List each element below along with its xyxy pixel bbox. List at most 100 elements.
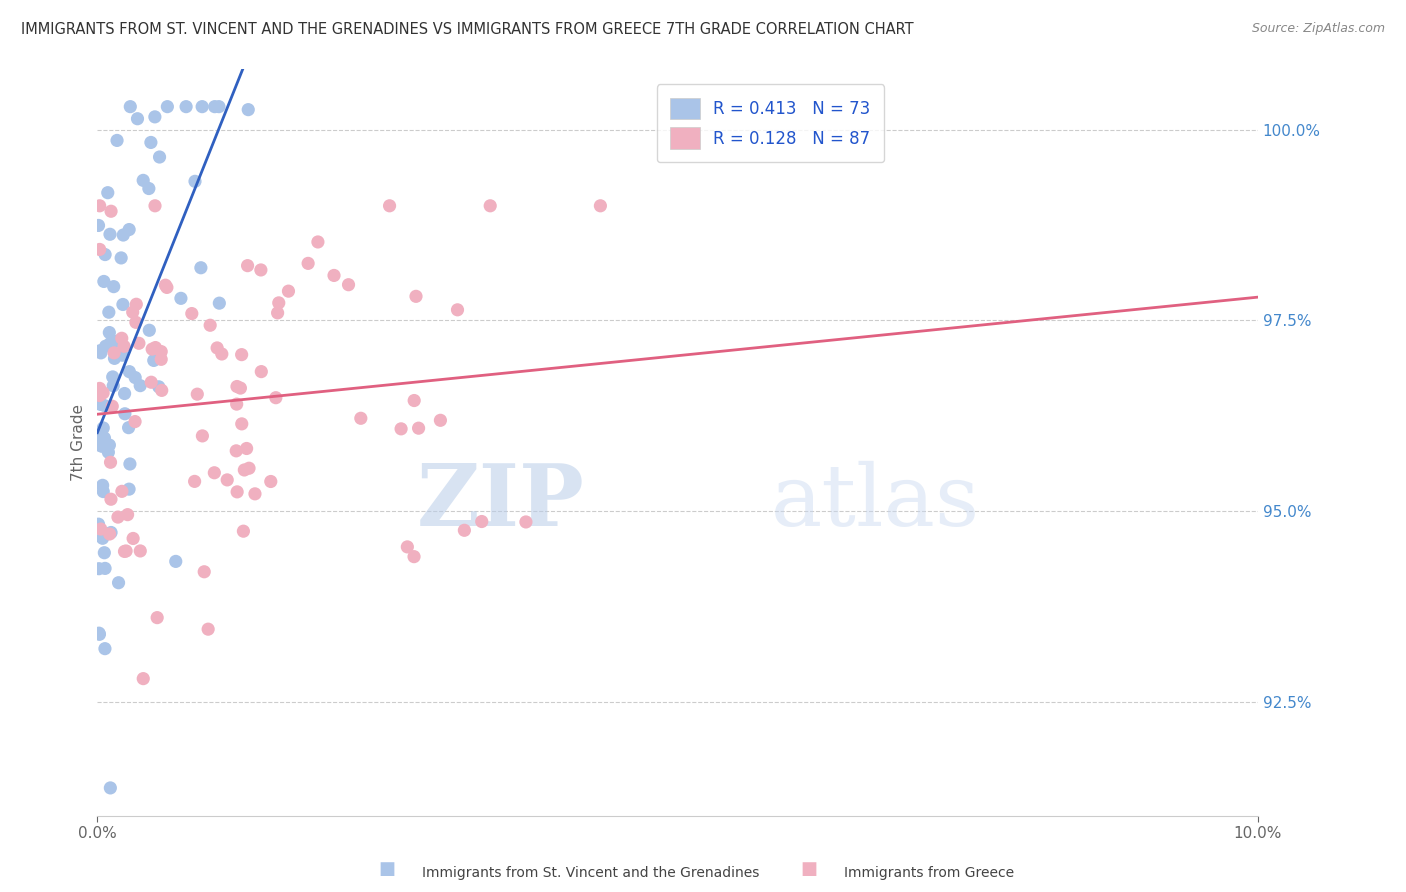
- Point: [174, 100, 197, 114]
- Point: [98, 527, 121, 541]
- Point: [589, 199, 612, 213]
- Point: [91, 531, 114, 545]
- Text: ■: ■: [800, 860, 817, 878]
- Point: [101, 399, 124, 413]
- Point: [378, 199, 401, 213]
- Point: [129, 378, 152, 392]
- Point: [121, 305, 143, 319]
- Point: [91, 478, 114, 492]
- Point: [87, 562, 110, 576]
- Point: [170, 291, 193, 305]
- Point: [127, 112, 149, 126]
- Point: [205, 341, 228, 355]
- Point: [103, 279, 125, 293]
- Text: ■: ■: [378, 860, 395, 878]
- Point: [118, 482, 141, 496]
- Point: [479, 199, 502, 213]
- Point: [155, 278, 177, 293]
- Point: [217, 473, 239, 487]
- Point: [260, 475, 283, 489]
- Point: [132, 672, 155, 686]
- Point: [100, 492, 122, 507]
- Point: [229, 381, 252, 395]
- Point: [115, 544, 138, 558]
- Point: [89, 381, 111, 395]
- Point: [446, 302, 468, 317]
- Point: [150, 384, 173, 398]
- Point: [103, 378, 125, 392]
- Point: [97, 186, 120, 200]
- Point: [250, 365, 273, 379]
- Point: [266, 306, 288, 320]
- Point: [103, 346, 125, 360]
- Point: [125, 297, 148, 311]
- Point: [243, 487, 266, 501]
- Point: [89, 343, 111, 358]
- Point: [94, 339, 117, 353]
- Point: [142, 353, 165, 368]
- Point: [143, 199, 166, 213]
- Point: [323, 268, 346, 283]
- Point: [118, 365, 141, 379]
- Point: [111, 297, 134, 311]
- Point: [98, 326, 121, 340]
- Point: [90, 439, 112, 453]
- Point: [94, 561, 117, 575]
- Point: [138, 181, 160, 195]
- Point: [350, 411, 373, 425]
- Point: [118, 222, 141, 236]
- Point: [208, 100, 231, 114]
- Point: [405, 289, 427, 303]
- Point: [98, 336, 121, 351]
- Point: [111, 331, 134, 345]
- Point: [125, 315, 148, 329]
- Point: [307, 235, 329, 249]
- Point: [97, 305, 120, 319]
- Point: [198, 318, 221, 333]
- Point: [132, 173, 155, 187]
- Point: [231, 348, 253, 362]
- Point: [156, 100, 179, 114]
- Point: [93, 399, 115, 413]
- Point: [91, 385, 114, 400]
- Point: [515, 515, 537, 529]
- Point: [90, 522, 112, 536]
- Point: [101, 370, 124, 384]
- Point: [238, 103, 260, 117]
- Point: [226, 379, 249, 393]
- Point: [235, 442, 257, 456]
- Point: [146, 610, 169, 624]
- Point: [138, 323, 160, 337]
- Point: [191, 100, 214, 114]
- Point: [93, 275, 115, 289]
- Point: [98, 227, 121, 242]
- Text: Source: ZipAtlas.com: Source: ZipAtlas.com: [1251, 22, 1385, 36]
- Point: [124, 370, 146, 384]
- Point: [150, 352, 173, 367]
- Point: [226, 484, 249, 499]
- Point: [100, 525, 122, 540]
- Point: [297, 256, 319, 270]
- Point: [94, 247, 117, 261]
- Point: [186, 387, 208, 401]
- Text: ZIP: ZIP: [418, 460, 585, 544]
- Point: [139, 136, 162, 150]
- Point: [100, 455, 122, 469]
- Point: [183, 475, 205, 489]
- Point: [145, 341, 167, 355]
- Point: [190, 260, 212, 275]
- Point: [143, 110, 166, 124]
- Point: [87, 438, 110, 452]
- Point: [120, 100, 142, 114]
- Point: [112, 227, 135, 242]
- Point: [148, 150, 170, 164]
- Point: [114, 407, 136, 421]
- Point: [89, 429, 111, 443]
- Point: [90, 346, 112, 360]
- Point: [197, 622, 219, 636]
- Point: [429, 413, 451, 427]
- Point: [141, 342, 163, 356]
- Point: [117, 508, 139, 522]
- Point: [453, 524, 475, 538]
- Legend: R = 0.413   N = 73, R = 0.128   N = 87: R = 0.413 N = 73, R = 0.128 N = 87: [657, 85, 884, 162]
